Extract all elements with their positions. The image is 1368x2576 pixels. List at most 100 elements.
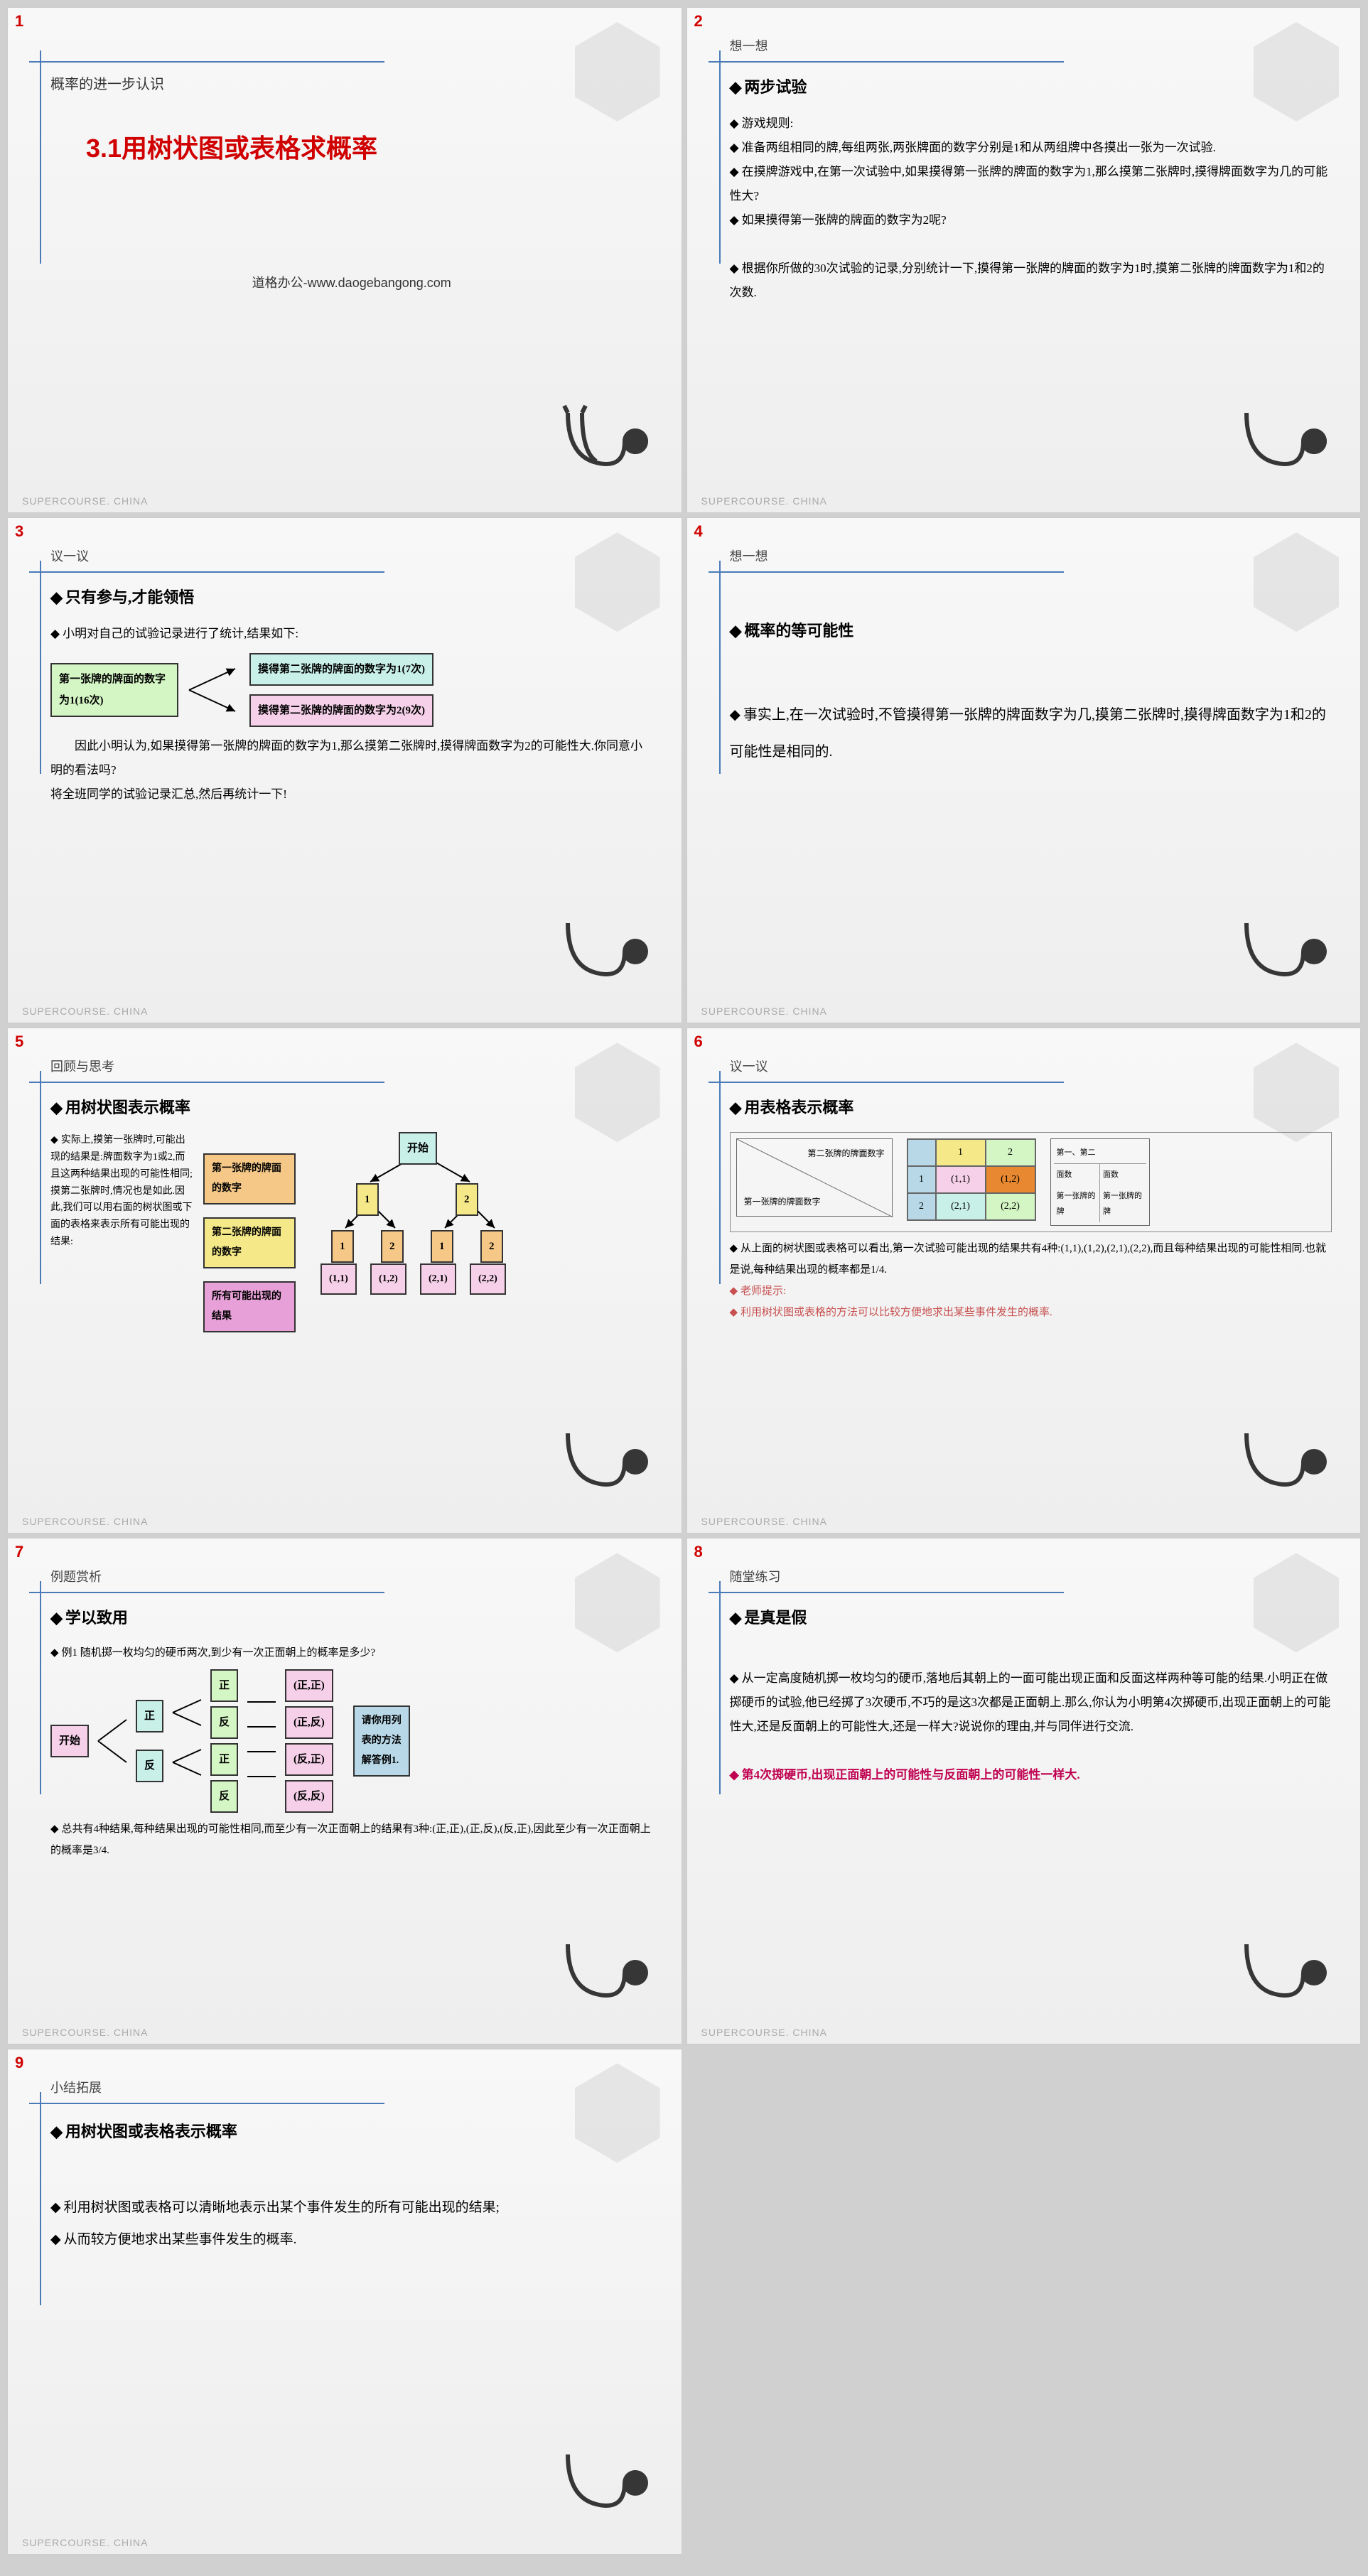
slide-9: 9 小结拓展 用树状图或表格表示概率 利用树状图或表格可以清晰地表示出某个事件发… <box>7 2049 682 2555</box>
table-header: 第一张牌的牌面数字 <box>744 1193 821 1210</box>
tree-node: 反 <box>210 1780 238 1813</box>
section-tag: 议一议 <box>730 1057 768 1075</box>
slide-number: 8 <box>694 1543 703 1561</box>
text-line: 将全班同学的试验记录汇总,然后再统计一下! <box>50 782 653 807</box>
slide-number: 2 <box>694 12 703 31</box>
text-line: 从一定高度随机掷一枚均匀的硬币,落地后其朝上的一面可能出现正面和反面这样两种等可… <box>730 1666 1332 1739</box>
tree-node: 1 <box>331 1230 354 1263</box>
tree-node: 1 <box>431 1230 453 1263</box>
slide-number: 6 <box>694 1033 703 1051</box>
slide-number: 3 <box>15 522 23 541</box>
footer: SUPERCOURSE. CHINA <box>22 495 148 507</box>
heading: 是真是假 <box>730 1602 1332 1634</box>
slide-5: 5 回顾与思考 用树状图表示概率 实际上,摸第一张牌时,可能出现的结果是:牌面数… <box>7 1028 682 1534</box>
footer: SUPERCOURSE. CHINA <box>701 1516 827 1527</box>
table-cell <box>907 1139 936 1166</box>
slide-number: 5 <box>15 1033 23 1051</box>
footer: SUPERCOURSE. CHINA <box>701 495 827 507</box>
slide-number: 9 <box>15 2054 23 2072</box>
label-box: 第二张牌的牌面的数字 <box>203 1217 296 1268</box>
slide-7: 7 例题赏析 学以致用 例1 随机掷一枚均匀的硬币两次,到少有一次正面朝上的概率… <box>7 1538 682 2044</box>
tree-lines <box>169 1691 205 1791</box>
slide-number: 1 <box>15 12 23 31</box>
table-cell: 1 <box>936 1139 986 1166</box>
result-box: (正,正) <box>285 1669 333 1702</box>
section-tag: 议一议 <box>50 546 89 565</box>
tree-box: 摸得第二张牌的牌面的数字为1(7次) <box>249 653 433 686</box>
slide-8: 8 随堂练习 是真是假 从一定高度随机掷一枚均匀的硬币,落地后其朝上的一面可能出… <box>686 1538 1362 2044</box>
tree-node: 反 <box>136 1750 163 1782</box>
text-line: 从上面的树状图或表格可以看出,第一次试验可能出现的结果共有4种:(1,1),(1… <box>730 1238 1332 1281</box>
probability-table: 1 2 1 (1,1) (1,2) 2 (2,1) (2,2) <box>907 1138 1036 1221</box>
footer: SUPERCOURSE. CHINA <box>701 2027 827 2038</box>
stethoscope-icon <box>546 399 674 498</box>
stethoscope-icon <box>546 2440 674 2540</box>
result-box: (反,反) <box>285 1780 333 1813</box>
text-block: 实际上,摸第一张牌时,可能出现的结果是:牌面数字为1或2,而且这两种结果出现的可… <box>50 1132 193 1251</box>
stethoscope-icon <box>1225 909 1353 1008</box>
label-box: 所有可能出现的结果 <box>203 1281 296 1332</box>
text-line: 利用树状图或表格可以清晰地表示出某个事件发生的所有可能出现的结果; <box>50 2192 653 2224</box>
slide-6: 6 议一议 用表格表示概率 第二张牌的牌面数字 第一张牌的牌面数字 1 2 1 … <box>686 1028 1362 1534</box>
heading: 用表格表示概率 <box>730 1092 1332 1123</box>
text-line: 准备两组相同的牌,每组两张,两张牌面的数字分别是1和从两组牌中各摸出一张为一次试… <box>730 136 1332 160</box>
tree-node: 2 <box>381 1230 404 1263</box>
section-tag: 回顾与思考 <box>50 1057 114 1075</box>
heading: 用树状图表示概率 <box>50 1092 653 1123</box>
slide-number: 7 <box>15 1543 23 1561</box>
side-panel: 第一、第二 面数面数 第一张牌的牌第一张牌的牌 <box>1050 1138 1150 1226</box>
stethoscope-icon <box>1225 1930 1353 2030</box>
section-tag: 例题赏析 <box>50 1567 102 1585</box>
footer: SUPERCOURSE. CHINA <box>22 2537 148 2548</box>
section-tag: 想一想 <box>730 36 768 55</box>
footer: SUPERCOURSE. CHINA <box>22 1006 148 1017</box>
text-line: 总共有4种结果,每种结果出现的可能性相同,而至少有一次正面朝上的结果有3种:(正… <box>50 1818 653 1861</box>
tip-label: 老师提示: <box>730 1281 1332 1302</box>
table-header: 第二张牌的牌面数字 <box>807 1145 884 1162</box>
slide-1: 1 概率的进一步认识 3.1用树状图或表格求概率 道格办公-www.daogeb… <box>7 7 682 513</box>
result-box: (1,1) <box>321 1263 357 1295</box>
tree-box: 摸得第二张牌的牌面的数字为2(9次) <box>249 694 433 727</box>
section-tag: 随堂练习 <box>730 1567 781 1585</box>
footer: SUPERCOURSE. CHINA <box>22 2027 148 2038</box>
pretitle: 概率的进一步认识 <box>50 72 653 97</box>
heading: 学以致用 <box>50 1602 653 1634</box>
text-line: 在摸牌游戏中,在第一次试验中,如果摸得第一张牌的牌面的数字为1,那么摸第二张牌时… <box>730 160 1332 208</box>
tree-node: 反 <box>210 1706 238 1739</box>
footer: SUPERCOURSE. CHINA <box>22 1516 148 1527</box>
result-box: (2,2) <box>470 1263 506 1295</box>
tree-lines <box>244 1691 279 1791</box>
slide-number: 4 <box>694 522 703 541</box>
result-box: (2,1) <box>420 1263 456 1295</box>
text-line: 如果摸得第一张牌的牌面的数字为2呢? <box>730 208 1332 232</box>
heading: 用树状图或表格表示概率 <box>50 2113 653 2151</box>
table-cell: (1,1) <box>936 1166 986 1193</box>
heading: 概率的等可能性 <box>730 610 1332 651</box>
tip-text: 利用树状图或表格的方法可以比较方便地求出某些事件发生的概率. <box>730 1302 1332 1323</box>
text-line: 游戏规则: <box>730 112 1332 136</box>
table-cell: (2,2) <box>986 1193 1035 1220</box>
stethoscope-icon <box>546 1419 674 1519</box>
answer-text: 第4次掷硬币,出现正面朝上的可能性与反面朝上的可能性一样大. <box>730 1763 1332 1787</box>
tree-node: 正 <box>210 1669 238 1702</box>
main-title: 3.1用树状图或表格求概率 <box>86 126 653 172</box>
result-box: (反,正) <box>285 1743 333 1776</box>
tree-node: 2 <box>480 1230 503 1263</box>
table-cell: 1 <box>907 1166 936 1193</box>
heading: 两步试验 <box>730 72 1332 103</box>
tree-node: 开始 <box>50 1725 89 1757</box>
section-tag: 小结拓展 <box>50 2078 102 2096</box>
result-box: (1,2) <box>370 1263 406 1295</box>
side-instruction: 请你用列表的方法解答例1. <box>353 1705 410 1777</box>
tree-node: 1 <box>356 1183 379 1216</box>
text-line: 从而较方便地求出某些事件发生的概率. <box>50 2224 653 2256</box>
stethoscope-icon <box>546 1930 674 2030</box>
arrow-diagram <box>185 654 242 726</box>
text-line: 因此小明认为,如果摸得第一张牌的牌面的数字为1,那么摸第二张牌时,摸得牌面数字为… <box>50 734 653 782</box>
slide-4: 4 想一想 概率的等可能性 事实上,在一次试验时,不管摸得第一张牌的牌面数字为几… <box>686 517 1362 1023</box>
tree-node: 开始 <box>399 1132 437 1165</box>
text-line: 根据你所做的30次试验的记录,分别统计一下,摸得第一张牌的牌面的数字为1时,摸第… <box>730 257 1332 305</box>
stethoscope-icon <box>1225 399 1353 498</box>
section-tag: 想一想 <box>730 546 768 565</box>
heading: 只有参与,才能领悟 <box>50 582 653 613</box>
